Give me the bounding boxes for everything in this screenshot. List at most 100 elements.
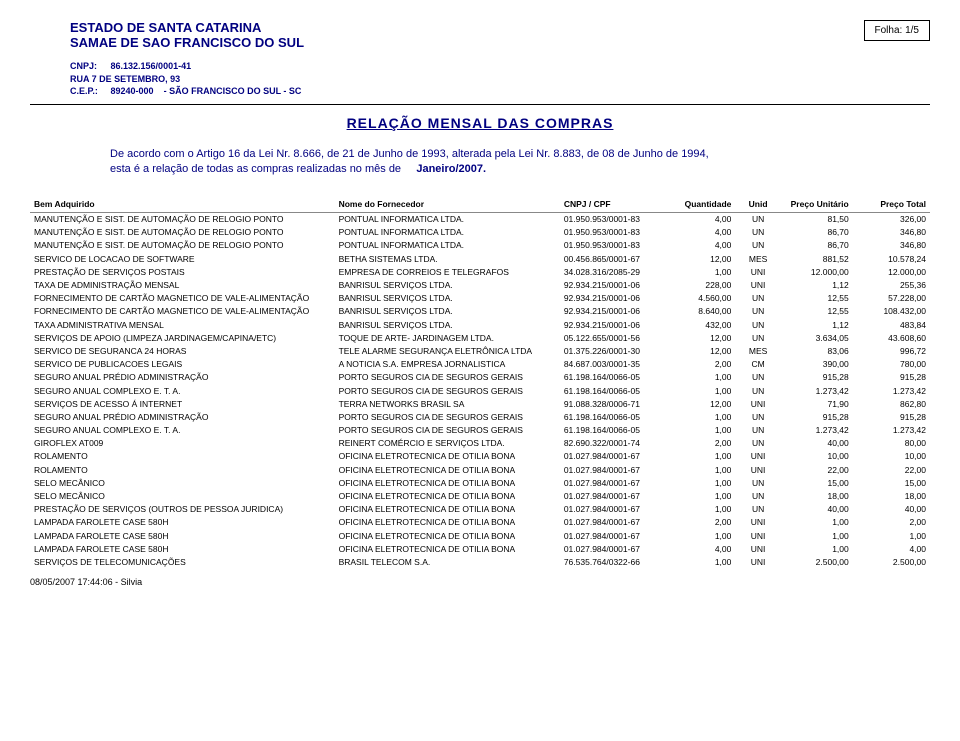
cell-bem: SERVICO DE SEGURANCA 24 HORAS xyxy=(30,344,335,357)
cell-bem: MANUTENÇÃO E SIST. DE AUTOMAÇÃO DE RELOG… xyxy=(30,239,335,252)
cell-unid: UNI xyxy=(735,529,780,542)
cell-cnpj: 00.456.865/0001-67 xyxy=(560,252,669,265)
table-row: FORNECIMENTO DE CARTÃO MAGNETICO DE VALE… xyxy=(30,292,930,305)
cell-cnpj: 92.934.215/0001-06 xyxy=(560,279,669,292)
cell-pu: 40,00 xyxy=(781,437,853,450)
cell-pt: 326,00 xyxy=(853,212,930,226)
cell-pt: 108.432,00 xyxy=(853,305,930,318)
cell-bem: SERVIÇOS DE APOIO (LIMPEZA JARDINAGEM/CA… xyxy=(30,331,335,344)
cell-bem: GIROFLEX AT009 xyxy=(30,437,335,450)
cell-pt: 15,00 xyxy=(853,476,930,489)
cell-qtd: 228,00 xyxy=(669,279,736,292)
cell-qtd: 1,00 xyxy=(669,476,736,489)
cell-qtd: 12,00 xyxy=(669,331,736,344)
cell-pu: 3.634,05 xyxy=(781,331,853,344)
col-quantidade: Quantidade xyxy=(669,196,736,213)
cell-forn: REINERT COMÉRCIO E SERVIÇOS LTDA. xyxy=(335,437,560,450)
cell-unid: UN xyxy=(735,490,780,503)
cell-pt: 22,00 xyxy=(853,463,930,476)
cell-forn: PONTUAL INFORMATICA LTDA. xyxy=(335,226,560,239)
cell-bem: TAXA DE ADMINISTRAÇÃO MENSAL xyxy=(30,279,335,292)
cell-forn: PONTUAL INFORMATICA LTDA. xyxy=(335,212,560,226)
cell-pu: 2.500,00 xyxy=(781,555,853,568)
cell-pu: 390,00 xyxy=(781,358,853,371)
cell-pt: 780,00 xyxy=(853,358,930,371)
cell-pt: 915,28 xyxy=(853,371,930,384)
cell-cnpj: 01.027.984/0001-67 xyxy=(560,503,669,516)
table-row: PRESTAÇÃO DE SERVIÇOS POSTAISEMPRESA DE … xyxy=(30,265,930,278)
cell-cnpj: 01.027.984/0001-67 xyxy=(560,490,669,503)
cell-pt: 2,00 xyxy=(853,516,930,529)
cell-cnpj: 92.934.215/0001-06 xyxy=(560,292,669,305)
cell-unid: UNI xyxy=(735,542,780,555)
table-row: SERVICO DE SEGURANCA 24 HORASTELE ALARME… xyxy=(30,344,930,357)
table-row: LAMPADA FAROLETE CASE 580HOFICINA ELETRO… xyxy=(30,516,930,529)
cell-bem: FORNECIMENTO DE CARTÃO MAGNETICO DE VALE… xyxy=(30,305,335,318)
cell-pt: 43.608,60 xyxy=(853,331,930,344)
cell-cnpj: 61.198.164/0066-05 xyxy=(560,424,669,437)
table-row: SERVICO DE LOCACAO DE SOFTWAREBETHA SIST… xyxy=(30,252,930,265)
table-row: SERVIÇOS DE TELECOMUNICAÇÕESBRASIL TELEC… xyxy=(30,555,930,568)
table-row: SERVIÇOS DE ACESSO Á INTERNETTERRA NETWO… xyxy=(30,397,930,410)
cell-bem: SERVICO DE PUBLICACOES LEGAIS xyxy=(30,358,335,371)
cell-bem: PRESTAÇÃO DE SERVIÇOS (OUTROS DE PESSOA … xyxy=(30,503,335,516)
cell-forn: OFICINA ELETROTECNICA DE OTILIA BONA xyxy=(335,542,560,555)
cell-forn: BRASIL TELECOM S.A. xyxy=(335,555,560,568)
cell-cnpj: 01.027.984/0001-67 xyxy=(560,463,669,476)
cell-bem: LAMPADA FAROLETE CASE 580H xyxy=(30,516,335,529)
cell-cnpj: 01.027.984/0001-67 xyxy=(560,450,669,463)
cell-pt: 1.273,42 xyxy=(853,384,930,397)
cep-value: 89240-000 xyxy=(111,86,154,96)
cell-pu: 915,28 xyxy=(781,371,853,384)
estado-title: ESTADO DE SANTA CATARINA xyxy=(70,20,930,35)
cell-qtd: 1,00 xyxy=(669,424,736,437)
cell-bem: SEGURO ANUAL COMPLEXO E. T. A. xyxy=(30,384,335,397)
cell-pu: 1.273,42 xyxy=(781,384,853,397)
cell-forn: TELE ALARME SEGURANÇA ELETRÔNICA LTDA xyxy=(335,344,560,357)
table-row: MANUTENÇÃO E SIST. DE AUTOMAÇÃO DE RELOG… xyxy=(30,226,930,239)
cell-cnpj: 01.375.226/0001-30 xyxy=(560,344,669,357)
cell-unid: UN xyxy=(735,437,780,450)
cell-cnpj: 92.934.215/0001-06 xyxy=(560,305,669,318)
cell-forn: PONTUAL INFORMATICA LTDA. xyxy=(335,239,560,252)
cell-bem: SERVICO DE LOCACAO DE SOFTWARE xyxy=(30,252,335,265)
cell-qtd: 1,00 xyxy=(669,490,736,503)
cell-cnpj: 01.027.984/0001-67 xyxy=(560,529,669,542)
cell-unid: UNI xyxy=(735,397,780,410)
cell-pu: 81,50 xyxy=(781,212,853,226)
cell-unid: UN xyxy=(735,239,780,252)
col-cnpj: CNPJ / CPF xyxy=(560,196,669,213)
col-preco-unit: Preço Unitário xyxy=(781,196,853,213)
cell-bem: PRESTAÇÃO DE SERVIÇOS POSTAIS xyxy=(30,265,335,278)
cell-qtd: 4,00 xyxy=(669,226,736,239)
table-row: MANUTENÇÃO E SIST. DE AUTOMAÇÃO DE RELOG… xyxy=(30,212,930,226)
cell-pu: 15,00 xyxy=(781,476,853,489)
cell-bem: LAMPADA FAROLETE CASE 580H xyxy=(30,529,335,542)
folha-value: 1/5 xyxy=(905,25,919,36)
cell-forn: PORTO SEGUROS CIA DE SEGUROS GERAIS xyxy=(335,410,560,423)
cell-unid: UN xyxy=(735,212,780,226)
col-fornecedor: Nome do Fornecedor xyxy=(335,196,560,213)
table-row: SEGURO ANUAL PRÉDIO ADMINISTRAÇÃOPORTO S… xyxy=(30,371,930,384)
col-bem: Bem Adquirido xyxy=(30,196,335,213)
cell-pu: 1.273,42 xyxy=(781,424,853,437)
cell-pt: 4,00 xyxy=(853,542,930,555)
table-body: MANUTENÇÃO E SIST. DE AUTOMAÇÃO DE RELOG… xyxy=(30,212,930,569)
divider xyxy=(30,104,930,105)
cell-forn: TOQUE DE ARTE- JARDINAGEM LTDA. xyxy=(335,331,560,344)
cell-pt: 40,00 xyxy=(853,503,930,516)
cell-unid: UN xyxy=(735,331,780,344)
cell-forn: OFICINA ELETROTECNICA DE OTILIA BONA xyxy=(335,490,560,503)
cell-qtd: 12,00 xyxy=(669,397,736,410)
cell-pt: 2.500,00 xyxy=(853,555,930,568)
cell-qtd: 1,00 xyxy=(669,503,736,516)
cell-cnpj: 61.198.164/0066-05 xyxy=(560,384,669,397)
table-row: SEGURO ANUAL COMPLEXO E. T. A.PORTO SEGU… xyxy=(30,424,930,437)
cell-bem: LAMPADA FAROLETE CASE 580H xyxy=(30,542,335,555)
cell-forn: PORTO SEGUROS CIA DE SEGUROS GERAIS xyxy=(335,424,560,437)
cell-pt: 10.578,24 xyxy=(853,252,930,265)
cell-pt: 18,00 xyxy=(853,490,930,503)
cell-bem: SEGURO ANUAL PRÉDIO ADMINISTRAÇÃO xyxy=(30,410,335,423)
cell-cnpj: 92.934.215/0001-06 xyxy=(560,318,669,331)
cell-qtd: 1,00 xyxy=(669,410,736,423)
